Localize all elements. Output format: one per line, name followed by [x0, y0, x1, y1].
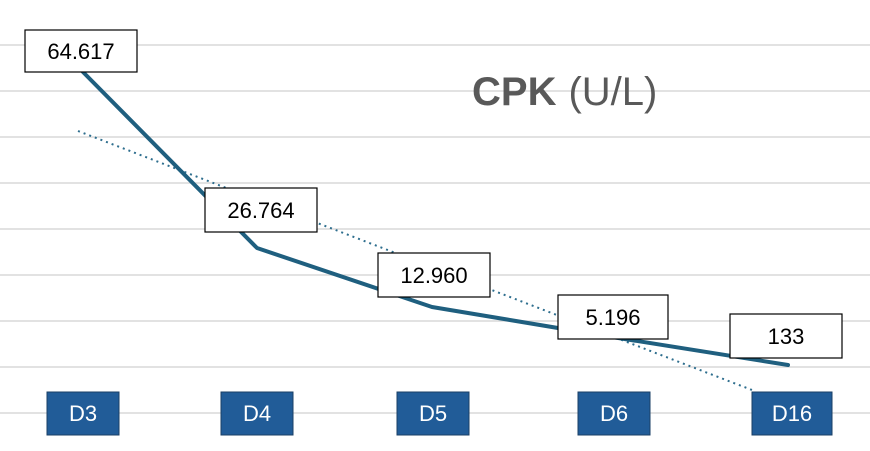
data-label-text: 64.617 — [47, 39, 114, 64]
category-label-d4: D4 — [220, 391, 294, 436]
data-label-text: 26.764 — [227, 198, 294, 223]
category-box — [577, 391, 651, 436]
category-text: D16 — [772, 401, 812, 426]
chart-title: CPK (U/L) — [472, 70, 657, 115]
category-text: D4 — [243, 401, 271, 426]
category-box — [220, 391, 294, 436]
data-label-d6: 5.196 — [557, 294, 669, 340]
data-label-box — [24, 29, 138, 73]
chart-title-main: CPK — [472, 70, 557, 114]
category-label-d16: D16 — [751, 391, 833, 436]
data-label-d3: 64.617 — [24, 29, 138, 73]
category-text: D5 — [419, 401, 447, 426]
data-label-text: 12.960 — [400, 263, 467, 288]
data-label-d5: 12.960 — [377, 252, 491, 298]
category-box — [751, 391, 833, 436]
category-label-d6: D6 — [577, 391, 651, 436]
category-box — [396, 391, 470, 436]
category-label-d3: D3 — [46, 391, 120, 436]
data-label-text: 5.196 — [585, 305, 640, 330]
category-text: D3 — [69, 401, 97, 426]
data-label-box — [729, 313, 843, 359]
data-label-d4: 26.764 — [204, 187, 318, 233]
category-labels: D3 D4 D5 D6 D16 — [46, 391, 833, 436]
data-label-box — [557, 294, 669, 340]
chart-title-unit: (U/L) — [568, 70, 658, 114]
data-labels: 64.617 26.764 12.960 5.196 133 — [24, 29, 843, 359]
category-label-d5: D5 — [396, 391, 470, 436]
data-label-d16: 133 — [729, 313, 843, 359]
data-label-box — [204, 187, 318, 233]
category-text: D6 — [600, 401, 628, 426]
data-label-text: 133 — [768, 324, 805, 349]
data-label-box — [377, 252, 491, 298]
category-box — [46, 391, 120, 436]
